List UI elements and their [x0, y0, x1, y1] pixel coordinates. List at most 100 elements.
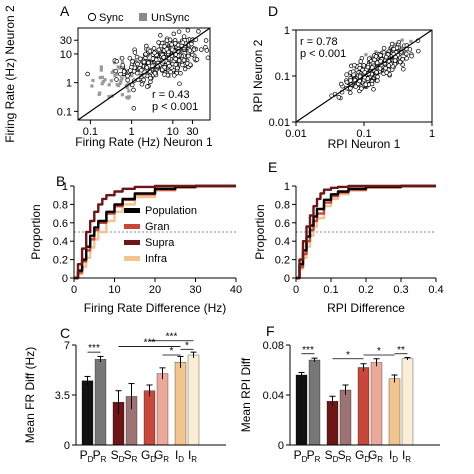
x-tick-label: 0	[71, 284, 77, 296]
category-label: SR	[338, 448, 352, 464]
sync-point	[173, 56, 178, 62]
bar	[401, 358, 414, 446]
sync-point	[351, 72, 356, 77]
y-tick-label: 0.1	[57, 106, 72, 118]
category-letter: I	[188, 448, 191, 462]
sync-point	[138, 56, 143, 62]
y-tick-label: 0.8	[53, 199, 68, 211]
significance-label: ***	[166, 332, 178, 343]
bar	[174, 361, 187, 446]
sync-point	[118, 71, 123, 77]
unsync-point	[99, 68, 103, 72]
sync-point	[139, 67, 144, 73]
unsync-point	[110, 70, 114, 75]
y-tick-label: 0.4	[53, 236, 68, 248]
unsync-point	[402, 49, 406, 54]
y-tick-label: 0	[62, 273, 68, 285]
sync-point	[359, 86, 364, 91]
legend-label: Infra	[145, 253, 168, 265]
y-tick-label: 0.1	[275, 71, 290, 83]
category-subscript: R	[377, 455, 383, 464]
y-axis-label: Mean FR Diff (Hz)	[23, 347, 37, 443]
sync-point	[143, 51, 148, 57]
sync-point	[147, 48, 153, 54]
category-label: GD	[141, 448, 156, 464]
sync-point	[369, 81, 375, 87]
category-letter: S	[325, 448, 333, 462]
unsync-point	[126, 82, 130, 86]
y-tick-label: 0.4	[275, 236, 290, 248]
legend: Population Gran Supra Infra	[124, 205, 197, 265]
category-letter: P	[307, 448, 315, 462]
sync-point	[168, 69, 173, 75]
unsync-point	[400, 38, 404, 42]
legend-swatch-infra	[124, 256, 140, 261]
sync-point	[148, 79, 153, 85]
significance-label: *	[346, 350, 350, 361]
sync-legend-marker	[87, 12, 97, 22]
sync-point	[348, 78, 353, 83]
sync-point	[181, 34, 187, 39]
x-tick-label: 0	[293, 284, 299, 296]
cdf-line-population	[74, 184, 236, 280]
y-tick-label: 1	[66, 78, 72, 90]
unsync-point	[119, 79, 123, 83]
significance-label: ***	[302, 345, 314, 356]
sync-point	[409, 53, 414, 59]
sync-point	[134, 54, 140, 60]
unsync-point	[103, 78, 107, 82]
sync-point	[120, 62, 126, 68]
sync-point	[141, 77, 146, 83]
sync-point	[173, 62, 178, 67]
sync-point	[161, 55, 166, 60]
sync-point	[167, 63, 172, 69]
sync-point	[114, 59, 120, 64]
sync-point	[391, 46, 397, 52]
sync-point	[384, 70, 389, 75]
sync-point	[171, 31, 177, 37]
sync-point	[141, 59, 147, 65]
legend-label: Supra	[145, 237, 175, 249]
stats-label: r = 0.43	[152, 89, 190, 101]
category-subscript: R	[132, 455, 138, 464]
category-subscript: D	[364, 455, 370, 464]
sync-point	[407, 47, 413, 52]
sync-point	[378, 53, 383, 58]
sync-point	[187, 48, 193, 53]
x-tick-label: 0.2	[358, 284, 373, 296]
sync-point	[203, 38, 209, 43]
sync-point	[144, 43, 149, 49]
legend-label: UnSync	[151, 12, 190, 24]
sync-point	[164, 46, 170, 52]
bar	[308, 359, 321, 446]
category-subscript: R	[191, 455, 197, 464]
unsync-point	[364, 53, 368, 57]
sync-point	[125, 77, 130, 83]
significance-label: *	[170, 346, 174, 357]
y-tick-label: 0.08	[263, 340, 284, 352]
category-letter: G	[355, 448, 364, 462]
sync-point	[381, 45, 387, 51]
y-tick-label: 0.2	[53, 255, 68, 267]
sync-point	[358, 59, 363, 64]
sync-point	[348, 86, 353, 91]
sync-point	[121, 69, 127, 74]
category-subscript: R	[405, 455, 411, 464]
unsync-point	[120, 76, 124, 81]
x-tick-label: 0.1	[356, 128, 371, 140]
x-tick-label: 0.1	[323, 284, 338, 296]
y-axis-label: Mean RPI Diff	[239, 357, 253, 432]
unsync-point	[91, 78, 95, 83]
sync-point	[205, 55, 211, 60]
unsync-point	[374, 50, 378, 54]
y-tick-label: 0.01	[269, 117, 290, 129]
y-tick-label: 3.5	[55, 390, 70, 402]
sync-point	[131, 87, 136, 93]
unsync-point	[396, 48, 400, 52]
category-subscript: D	[392, 455, 398, 464]
sync-point	[180, 62, 185, 68]
y-axis-label: Proportion	[29, 204, 43, 259]
sync-point	[130, 82, 135, 88]
y-tick-label: 0.2	[275, 255, 290, 267]
